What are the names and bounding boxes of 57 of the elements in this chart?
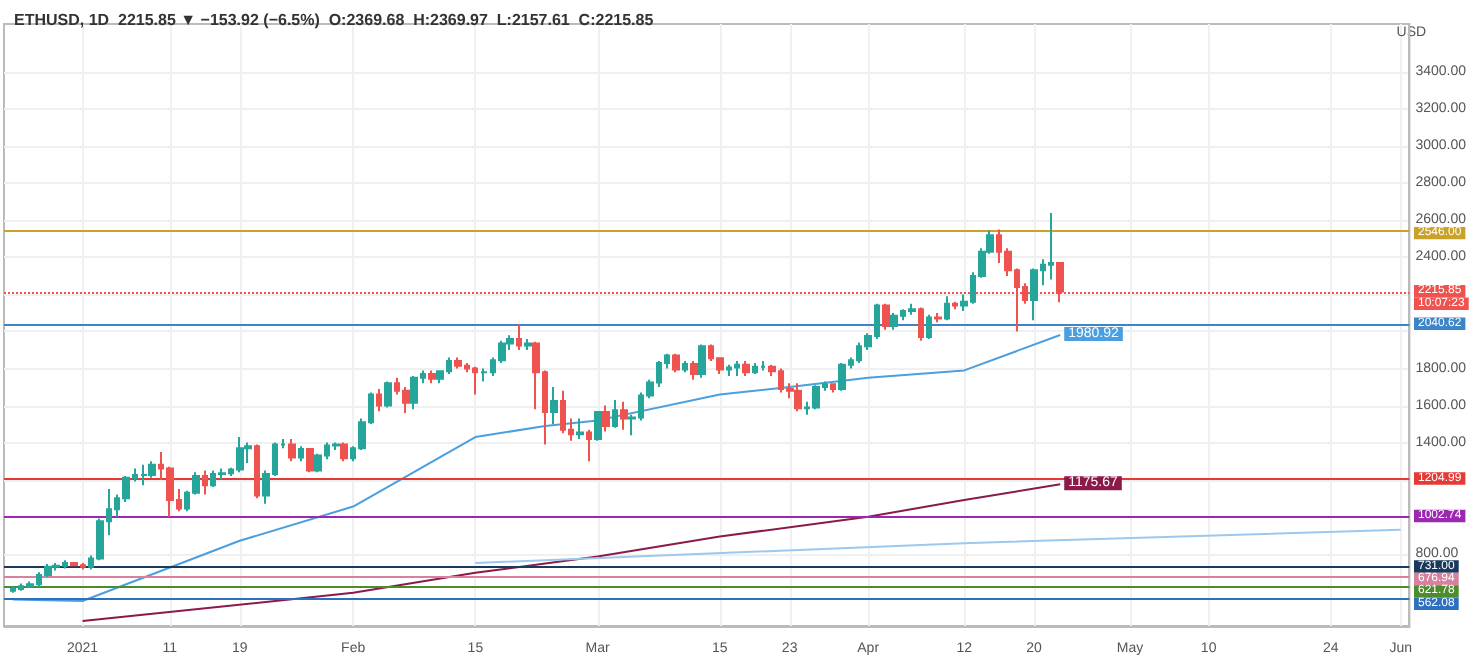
candlestick <box>140 463 148 487</box>
candlestick <box>550 386 558 426</box>
candlestick <box>26 580 34 590</box>
candlestick <box>376 387 382 413</box>
candlestick <box>298 445 304 463</box>
candlestick <box>602 404 610 433</box>
candlestick <box>620 400 628 431</box>
candlestick <box>384 380 392 409</box>
candlestick <box>410 374 418 411</box>
candlestick <box>340 441 348 463</box>
candlestick <box>952 300 958 311</box>
candlestick <box>428 369 436 385</box>
candlestick <box>254 443 260 500</box>
candlestick <box>402 386 410 414</box>
candlestick <box>690 360 698 381</box>
candlestick <box>576 417 584 440</box>
candlestick <box>560 389 566 435</box>
candlestick <box>472 365 478 396</box>
candlestick <box>794 382 802 413</box>
candlestick <box>148 460 156 479</box>
candlestick <box>202 469 208 496</box>
candlestick <box>918 306 924 342</box>
candlestick <box>524 337 532 352</box>
candlestick <box>752 361 758 376</box>
line-series <box>81 483 1062 622</box>
candlestick <box>812 384 820 411</box>
candlestick <box>236 436 244 474</box>
candlestick <box>908 302 916 316</box>
candlestick <box>306 447 314 474</box>
candlestick <box>726 363 732 377</box>
candlestick <box>698 343 706 379</box>
candlestick <box>742 360 750 377</box>
candlestick <box>934 311 942 324</box>
candlestick <box>332 441 340 452</box>
candlestick <box>612 399 618 429</box>
candlestick <box>882 302 890 331</box>
candlestick <box>244 441 252 464</box>
chart-title: ETHUSD, 1D 2215.85 ▼ −153.92 (−6.5%) O:2369.68 H:2369.97 L:2157.61 C:2215.85 <box>14 11 655 29</box>
candlestick <box>1030 267 1038 322</box>
candlestick <box>1048 211 1054 281</box>
candlestick <box>586 428 592 463</box>
candlestick <box>288 437 296 463</box>
candlestick <box>454 356 462 370</box>
candlestick <box>594 410 602 442</box>
candlestick <box>672 352 680 374</box>
candlestick <box>926 313 932 340</box>
candlestick <box>830 382 836 394</box>
candlestick <box>838 361 846 392</box>
candlestick <box>10 585 16 594</box>
candlestick <box>734 360 740 377</box>
candlestick <box>682 360 688 374</box>
candlestick <box>890 311 898 331</box>
candlestick <box>944 295 950 322</box>
candlestick <box>52 562 60 572</box>
line-series <box>11 334 1062 602</box>
candlestick <box>516 323 522 352</box>
candlestick <box>218 467 226 481</box>
